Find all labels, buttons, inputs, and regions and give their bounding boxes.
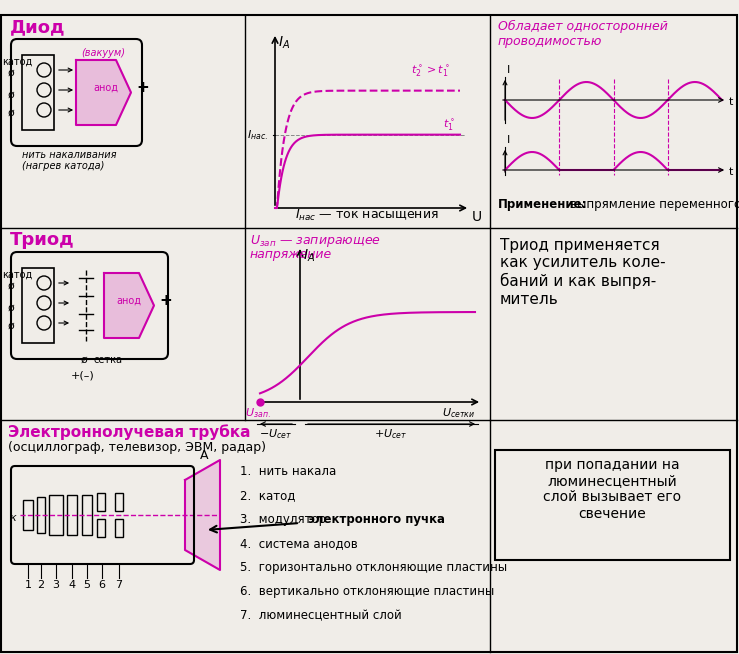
Text: I: I bbox=[507, 65, 510, 75]
Text: 3: 3 bbox=[52, 580, 60, 590]
Text: сетка: сетка bbox=[94, 355, 123, 365]
Text: ø: ø bbox=[8, 281, 15, 291]
Text: выпрямление переменного тока: выпрямление переменного тока bbox=[570, 198, 739, 211]
Text: $I_{нас.}$: $I_{нас.}$ bbox=[247, 128, 268, 141]
Text: ø: ø bbox=[8, 90, 15, 100]
Text: (вакуум): (вакуум) bbox=[81, 48, 125, 58]
Polygon shape bbox=[185, 460, 220, 570]
Bar bbox=[37, 497, 45, 533]
Text: напряжение: напряжение bbox=[250, 248, 333, 261]
Text: 7.  люминесцентный слой: 7. люминесцентный слой bbox=[240, 609, 402, 622]
Text: Триод применяется
как усилитель коле-
баний и как выпря-
митель: Триод применяется как усилитель коле- ба… bbox=[500, 238, 666, 307]
Text: нить накаливания: нить накаливания bbox=[22, 150, 117, 160]
Text: $+ U_{сет}$: $+ U_{сет}$ bbox=[375, 427, 408, 441]
Text: электронного пучка: электронного пучка bbox=[308, 513, 445, 526]
Text: ø: ø bbox=[8, 68, 15, 78]
Text: +: + bbox=[136, 80, 149, 95]
Bar bbox=[49, 495, 63, 535]
Text: $I_A$: $I_A$ bbox=[278, 35, 290, 52]
Bar bbox=[82, 495, 92, 535]
Text: ø: ø bbox=[81, 355, 88, 365]
Text: t: t bbox=[729, 167, 733, 177]
Text: 1.  нить накала: 1. нить накала bbox=[240, 465, 336, 478]
Text: 5: 5 bbox=[84, 580, 90, 590]
Text: +: + bbox=[159, 293, 171, 308]
Polygon shape bbox=[76, 60, 131, 125]
Text: Электроннолучевая трубка: Электроннолучевая трубка bbox=[8, 424, 251, 439]
Text: $I_A$: $I_A$ bbox=[303, 248, 315, 264]
Text: Обладает односторонней
проводимостью: Обладает односторонней проводимостью bbox=[498, 20, 668, 48]
Text: ø: ø bbox=[8, 108, 15, 118]
Text: $- U_{сет}$: $- U_{сет}$ bbox=[259, 427, 293, 441]
Text: +(–): +(–) bbox=[71, 371, 95, 381]
Text: 1: 1 bbox=[24, 580, 32, 590]
Polygon shape bbox=[104, 273, 154, 338]
Text: 5.  горизонтально отклоняющие пластины: 5. горизонтально отклоняющие пластины bbox=[240, 561, 507, 574]
Text: 4: 4 bbox=[69, 580, 75, 590]
Bar bbox=[23, 500, 33, 530]
Bar bbox=[22, 268, 54, 343]
Text: $t_2^\circ>t_1^\circ$: $t_2^\circ>t_1^\circ$ bbox=[411, 63, 450, 78]
Bar bbox=[97, 493, 105, 511]
Text: $U_{сетки}$: $U_{сетки}$ bbox=[442, 406, 475, 420]
Text: 2: 2 bbox=[38, 580, 44, 590]
Text: t: t bbox=[729, 97, 733, 107]
Text: катод: катод bbox=[2, 270, 33, 280]
Text: U: U bbox=[472, 210, 482, 224]
Text: $U_{зап}$ — запирающее: $U_{зап}$ — запирающее bbox=[250, 233, 381, 249]
Text: 4.  система анодов: 4. система анодов bbox=[240, 537, 358, 550]
Bar bbox=[67, 495, 77, 535]
Bar bbox=[115, 519, 123, 537]
Text: (осциллограф, телевизор, ЭВМ, радар): (осциллограф, телевизор, ЭВМ, радар) bbox=[8, 441, 266, 454]
Text: 6: 6 bbox=[98, 580, 106, 590]
Text: I: I bbox=[507, 135, 510, 145]
Text: катод: катод bbox=[2, 57, 33, 67]
Bar bbox=[22, 55, 54, 130]
Bar bbox=[97, 519, 105, 537]
Text: Применение:: Применение: bbox=[498, 198, 588, 211]
Text: 3.  модулятор: 3. модулятор bbox=[240, 513, 330, 526]
Text: анод: анод bbox=[117, 296, 141, 305]
Text: при попадании на
люминесцентный
слой вызывает его
свечение: при попадании на люминесцентный слой выз… bbox=[543, 458, 681, 521]
Text: 6.  вертикально отклоняющие пластины: 6. вертикально отклоняющие пластины bbox=[240, 585, 494, 598]
Bar bbox=[495, 450, 730, 560]
Text: ø: ø bbox=[8, 303, 15, 313]
Text: Диод: Диод bbox=[10, 18, 66, 36]
Text: к: к bbox=[10, 513, 17, 523]
Text: 7: 7 bbox=[115, 580, 123, 590]
Text: $t_1^\circ$: $t_1^\circ$ bbox=[443, 118, 455, 133]
Text: 2.  катод: 2. катод bbox=[240, 489, 296, 502]
Text: анод: анод bbox=[94, 82, 118, 92]
Text: (нагрев катода): (нагрев катода) bbox=[22, 161, 104, 171]
Text: A: A bbox=[200, 449, 208, 462]
Text: ø: ø bbox=[8, 321, 15, 331]
Text: Триод: Триод bbox=[10, 231, 75, 249]
Bar bbox=[115, 493, 123, 511]
Text: $I_{нас}$ — ток насыщения: $I_{нас}$ — ток насыщения bbox=[295, 208, 439, 223]
Text: $U_{зап.}$: $U_{зап.}$ bbox=[245, 406, 271, 420]
